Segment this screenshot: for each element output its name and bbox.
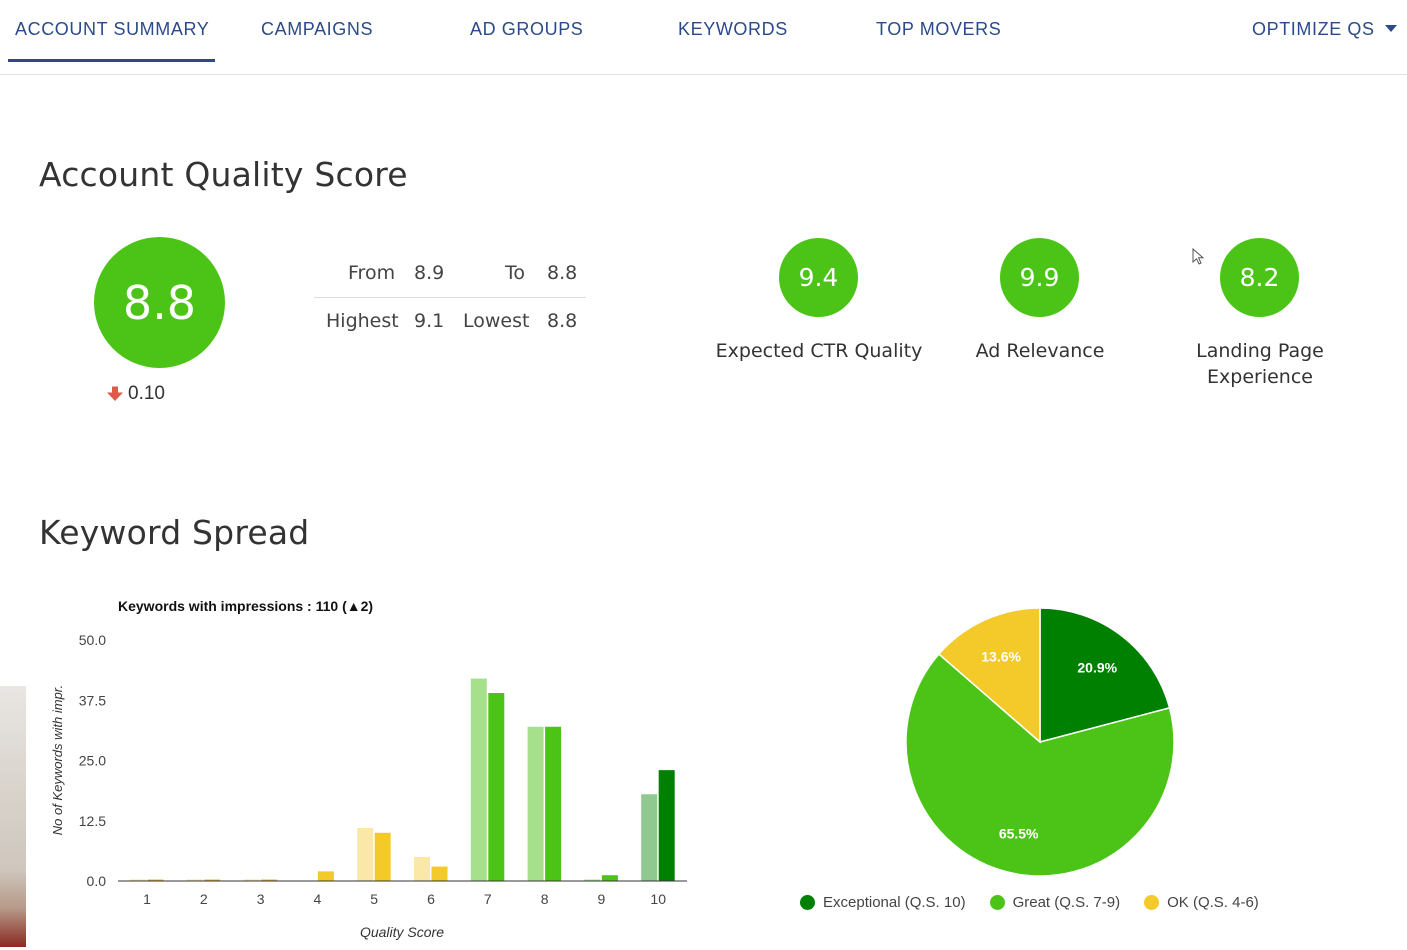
bar-chart-title: Keywords with impressions : 110 (▲2) bbox=[118, 598, 373, 614]
x-tick-label: 2 bbox=[200, 891, 208, 907]
pie-legend: Exceptional (Q.S. 10) Great (Q.S. 7-9) O… bbox=[800, 891, 1259, 913]
ad-relevance-circle: 9.9 bbox=[1000, 238, 1079, 317]
bar-current-qs-9[interactable] bbox=[601, 875, 618, 881]
y-tick-label: 0.0 bbox=[87, 873, 107, 889]
tab-account-summary[interactable]: ACCOUNT SUMMARY bbox=[15, 19, 210, 39]
tab-ad-groups[interactable]: AD GROUPS bbox=[470, 19, 584, 39]
legend-dot-exceptional bbox=[800, 894, 815, 910]
bar-previous-qs-1[interactable] bbox=[130, 879, 146, 881]
from-value: 8.9 bbox=[414, 262, 445, 284]
bar-current-qs-8[interactable] bbox=[545, 726, 562, 881]
x-tick-label: 7 bbox=[484, 891, 492, 907]
pie-slice-2[interactable] bbox=[937, 607, 1041, 744]
pie-slice-label: 13.6% bbox=[981, 649, 1021, 665]
bar-current-qs-1[interactable] bbox=[147, 879, 164, 881]
bar-current-qs-7[interactable] bbox=[488, 693, 505, 881]
legend-item-great[interactable]: Great (Q.S. 7-9) bbox=[989, 893, 1121, 911]
x-tick-label: 10 bbox=[650, 891, 666, 907]
keyword-bar-chart: Keywords with impressions : 110 (▲2) No … bbox=[50, 598, 687, 940]
quality-score-title: Account Quality Score bbox=[39, 155, 408, 194]
landing-page-label: Landing Page Experience bbox=[1196, 340, 1324, 388]
to-label: To bbox=[505, 262, 526, 284]
legend-label-great: Great (Q.S. 7-9) bbox=[1012, 893, 1121, 911]
stats-divider bbox=[314, 297, 586, 298]
lowest-label: Lowest bbox=[463, 310, 530, 332]
x-tick-label: 3 bbox=[257, 891, 265, 907]
bar-previous-qs-10[interactable] bbox=[641, 794, 658, 881]
bar-previous-qs-3[interactable] bbox=[243, 879, 260, 881]
account-score-circle: 8.8 bbox=[94, 237, 225, 368]
tab-keywords[interactable]: KEYWORDS bbox=[678, 19, 788, 39]
highest-value: 9.1 bbox=[414, 310, 445, 332]
lowest-value: 8.8 bbox=[547, 310, 578, 332]
x-tick-label: 1 bbox=[143, 891, 151, 907]
legend-item-exceptional[interactable]: Exceptional (Q.S. 10) bbox=[800, 894, 966, 911]
background-photo-edge bbox=[0, 686, 26, 947]
x-tick-label: 9 bbox=[598, 891, 606, 907]
pie-slices bbox=[905, 607, 1175, 877]
bar-previous-qs-6[interactable] bbox=[414, 856, 430, 881]
bar-previous-qs-8[interactable] bbox=[527, 726, 544, 881]
legend-item-ok[interactable]: OK (Q.S. 4-6) bbox=[1144, 894, 1259, 911]
active-tab-underline bbox=[8, 59, 215, 62]
ctr-score-circle: 9.4 bbox=[779, 238, 858, 317]
legend-dot-ok bbox=[1144, 894, 1160, 910]
pie-labels: 20.9% 65.5% 13.6% bbox=[981, 649, 1117, 842]
arrow-down-icon bbox=[107, 386, 123, 401]
optimize-qs-dropdown[interactable]: OPTIMIZE QS bbox=[1252, 19, 1397, 40]
bar-previous-qs-9[interactable] bbox=[584, 879, 601, 881]
keyword-pie-chart: 20.9% 65.5% 13.6% bbox=[905, 607, 1175, 877]
y-tick-label: 50.0 bbox=[79, 632, 106, 648]
legend-label-ok: OK (Q.S. 4-6) bbox=[1167, 893, 1259, 911]
bar-previous-qs-5[interactable] bbox=[357, 827, 374, 881]
x-axis-label: Quality Score bbox=[360, 924, 444, 940]
optimize-qs-label: OPTIMIZE QS bbox=[1252, 19, 1375, 39]
bar-current-qs-5[interactable] bbox=[374, 832, 391, 881]
y-tick-label: 25.0 bbox=[79, 753, 106, 769]
keyword-spread-title: Keyword Spread bbox=[39, 513, 310, 552]
highest-label: Highest bbox=[326, 310, 399, 332]
pie-slice-label: 20.9% bbox=[1077, 660, 1117, 676]
y-ticks: 0.0 12.5 25.0 37.5 50.0 bbox=[79, 632, 106, 889]
bars bbox=[130, 678, 675, 881]
y-tick-label: 37.5 bbox=[79, 692, 106, 708]
legend-label-exceptional: Exceptional (Q.S. 10) bbox=[823, 893, 966, 911]
mouse-cursor-icon bbox=[1192, 248, 1205, 265]
pie-slice-0[interactable] bbox=[1039, 607, 1171, 743]
pie-slice-1[interactable] bbox=[905, 652, 1175, 877]
y-tick-label: 12.5 bbox=[79, 813, 106, 829]
x-tick-label: 8 bbox=[541, 891, 549, 907]
bar-current-qs-2[interactable] bbox=[204, 879, 221, 881]
tab-top-movers[interactable]: TOP MOVERS bbox=[876, 19, 1002, 39]
score-change-value: 0.10 bbox=[128, 383, 165, 404]
bar-current-qs-6[interactable] bbox=[431, 866, 448, 881]
score-change: 0.10 bbox=[106, 383, 165, 405]
caret-down-icon bbox=[1384, 25, 1397, 32]
ad-relevance-label: Ad Relevance bbox=[975, 340, 1105, 362]
bar-current-qs-3[interactable] bbox=[261, 879, 278, 881]
x-tick-label: 4 bbox=[314, 891, 322, 907]
tab-campaigns[interactable]: CAMPAIGNS bbox=[261, 19, 374, 39]
bar-previous-qs-7[interactable] bbox=[470, 678, 487, 881]
x-tick-label: 5 bbox=[370, 891, 378, 907]
x-tick-label: 6 bbox=[427, 891, 435, 907]
bar-current-qs-10[interactable] bbox=[658, 770, 675, 881]
pie-slice-label: 65.5% bbox=[999, 825, 1039, 841]
from-label: From bbox=[348, 262, 396, 284]
to-value: 8.8 bbox=[547, 262, 578, 284]
y-axis-label: No of Keywords with impr. bbox=[50, 685, 65, 836]
x-ticks: 1 2 3 4 5 6 7 8 9 10 bbox=[143, 891, 666, 907]
legend-dot-great bbox=[989, 894, 1005, 910]
landing-page-circle: 8.2 bbox=[1220, 238, 1299, 317]
bar-previous-qs-2[interactable] bbox=[186, 879, 203, 881]
ctr-label: Expected CTR Quality bbox=[715, 340, 923, 362]
top-nav: ACCOUNT SUMMARY CAMPAIGNS AD GROUPS KEYW… bbox=[0, 0, 1407, 75]
bar-current-qs-4[interactable] bbox=[317, 871, 334, 881]
